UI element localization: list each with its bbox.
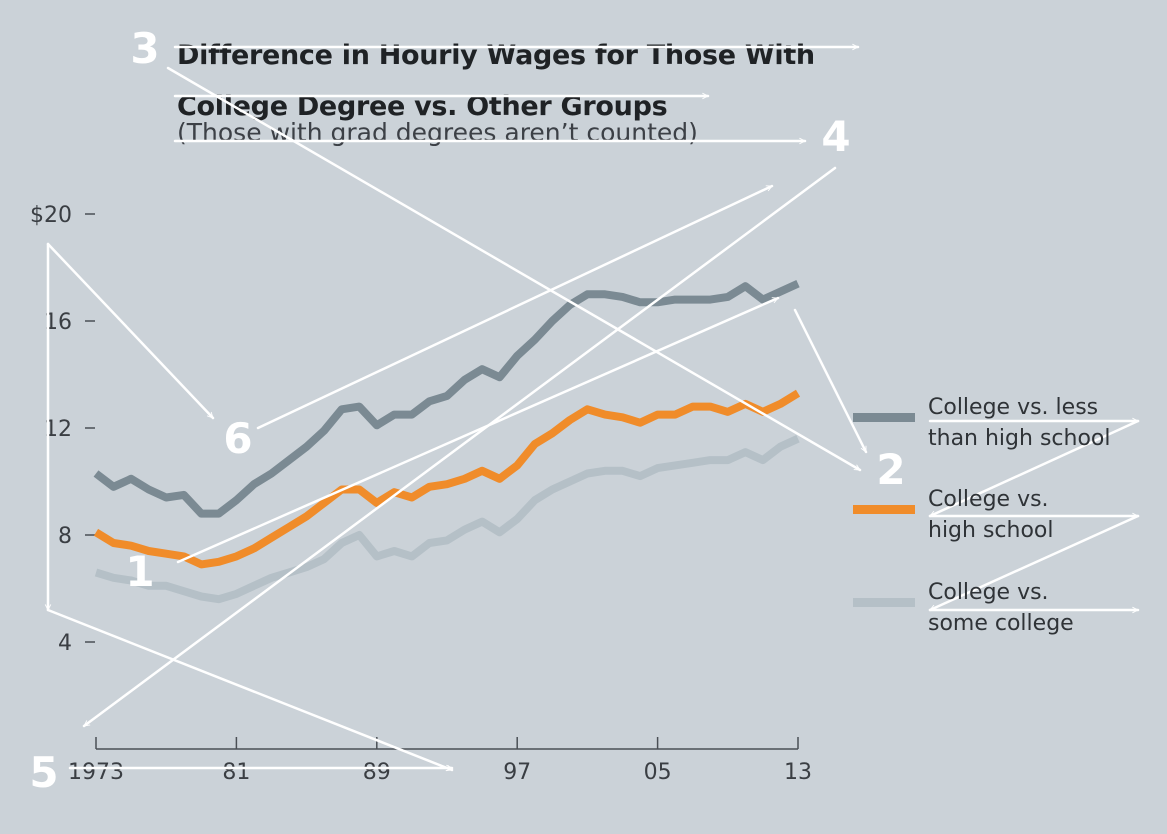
legend-swatch bbox=[853, 598, 915, 607]
x-tick-label: 97 bbox=[503, 760, 531, 785]
x-tick-label: 1973 bbox=[68, 760, 124, 785]
x-tick-label: 13 bbox=[784, 760, 812, 785]
legend-swatch bbox=[853, 413, 915, 422]
annotation-number: 5 bbox=[29, 748, 58, 797]
series-line-1 bbox=[96, 284, 798, 514]
y-tick-label: $20 bbox=[30, 203, 72, 228]
legend-label-line: some college bbox=[928, 608, 1158, 639]
legend-label-line: College vs. bbox=[928, 577, 1158, 608]
x-tick-label: 89 bbox=[363, 760, 391, 785]
legend-label-line: high school bbox=[928, 515, 1158, 546]
annotation-number: 4 bbox=[821, 112, 850, 161]
y-tick-label: 8 bbox=[58, 524, 72, 549]
annotation-arrow bbox=[168, 68, 860, 470]
legend-label-line: than high school bbox=[928, 423, 1158, 454]
y-tick-label: 4 bbox=[58, 631, 72, 656]
legend-swatch bbox=[853, 505, 915, 514]
legend-label: College vs. less than high school bbox=[928, 392, 1158, 454]
annotation-number: 3 bbox=[130, 24, 159, 73]
annotation-number: 1 bbox=[125, 547, 154, 596]
annotation-arrow bbox=[48, 610, 452, 770]
annotation-arrow bbox=[258, 186, 772, 428]
annotation-number: 6 bbox=[223, 414, 252, 463]
legend-label-line: College vs. bbox=[928, 484, 1158, 515]
x-tick-label: 81 bbox=[222, 760, 250, 785]
legend-label: College vs. high school bbox=[928, 484, 1158, 546]
annotation-number: 2 bbox=[876, 445, 905, 494]
annotation-arrow bbox=[48, 244, 213, 418]
annotation-arrow bbox=[795, 310, 866, 452]
annotation-arrow bbox=[84, 168, 835, 726]
x-tick-label: 05 bbox=[644, 760, 672, 785]
legend-label-line: College vs. less bbox=[928, 392, 1158, 423]
legend-label: College vs. some college bbox=[928, 577, 1158, 639]
